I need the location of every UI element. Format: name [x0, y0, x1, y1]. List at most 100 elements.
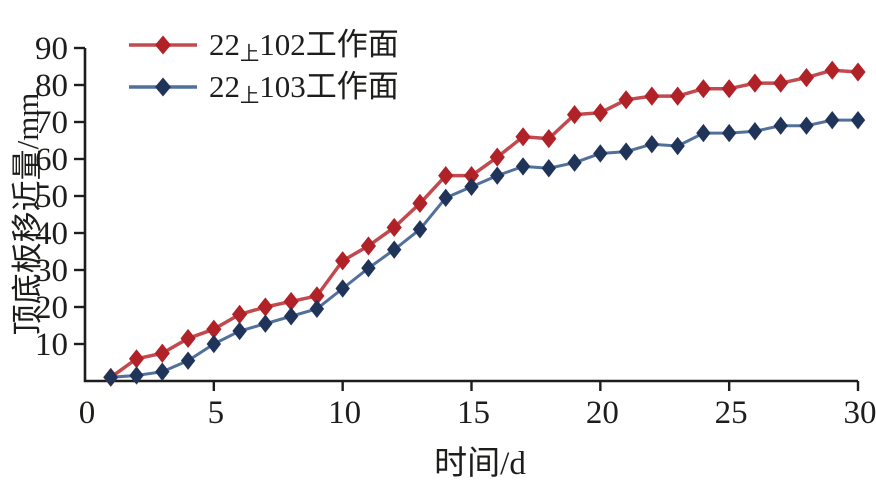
data-point-marker [644, 86, 660, 106]
data-point-marker [180, 351, 196, 370]
data-point-marker [670, 136, 685, 156]
y-tick-label: 70 [35, 105, 68, 141]
data-point-marker [232, 304, 248, 324]
x-tick-label: 0 [79, 395, 96, 431]
data-point-marker [232, 321, 247, 341]
data-point-marker [721, 123, 737, 143]
legend-label-base: 22 [209, 69, 240, 104]
data-point-marker [309, 286, 325, 306]
legend-label-subscript: 上 [240, 85, 260, 107]
series-line [109, 68, 859, 379]
data-point-marker [644, 135, 660, 154]
x-tick-label: 5 [208, 395, 225, 431]
data-point-marker [360, 236, 377, 256]
legend-item-face-102: 22上102工作面 [127, 24, 399, 65]
data-point-marker [129, 366, 144, 385]
legend-label-base: 22 [209, 27, 240, 62]
y-tick-label: 40 [35, 216, 68, 252]
y-axis-title: 顶底板移近量/mm [10, 92, 45, 336]
data-point-marker [438, 188, 453, 208]
x-axis-ticks: 0 5 10 15 20 25 30 [79, 381, 876, 431]
data-point-marker [799, 116, 814, 135]
data-point-marker [515, 157, 531, 176]
data-point-marker [361, 258, 376, 278]
data-point-marker [463, 166, 480, 186]
data-point-marker [335, 279, 350, 298]
data-point-marker [180, 328, 196, 349]
x-tick-label: 15 [457, 395, 490, 431]
data-point-marker [825, 110, 840, 130]
data-point-marker [489, 147, 505, 167]
data-point-marker [283, 307, 299, 326]
y-tick-label: 90 [35, 31, 68, 67]
data-point-marker [206, 334, 222, 354]
legend-marker-face-102 [129, 35, 197, 54]
y-tick-label: 50 [35, 179, 68, 215]
data-point-marker [593, 144, 608, 163]
legend-label-face-102: 22上102工作面 [209, 24, 399, 65]
data-point-marker [670, 86, 686, 106]
data-point-marker [128, 349, 145, 369]
data-point-marker [618, 90, 634, 110]
x-tick-label: 25 [715, 395, 748, 431]
data-point-marker [412, 193, 428, 213]
series-face-103 [103, 110, 866, 387]
legend-label-subscript: 上 [240, 43, 260, 65]
legend-diamond-icon [155, 77, 171, 96]
data-point-marker [103, 368, 118, 387]
data-point-marker [850, 110, 866, 130]
data-point-marker [309, 299, 325, 319]
series-face-102 [103, 60, 866, 387]
legend-label-face-103: 22上103工作面 [209, 66, 399, 107]
data-point-marker [541, 159, 556, 178]
legend-diamond-icon [155, 35, 171, 54]
data-point-marker [206, 319, 222, 339]
y-tick-label: 10 [35, 327, 68, 363]
data-point-marker [696, 123, 711, 143]
data-point-marker [695, 79, 711, 99]
data-point-marker [257, 297, 273, 317]
data-point-marker [386, 217, 402, 238]
legend-label-rest: 102工作面 [259, 27, 399, 62]
data-point-marker [258, 314, 273, 333]
data-point-marker [515, 127, 531, 147]
series-line [110, 118, 858, 379]
data-point-marker [824, 60, 840, 80]
chart-legend: 22上102工作面 22上103工作面 [127, 24, 399, 107]
data-point-marker [721, 79, 737, 99]
x-tick-label: 30 [844, 395, 876, 431]
data-point-marker [747, 122, 763, 141]
legend-marker-face-103 [129, 77, 197, 96]
data-point-marker [412, 220, 428, 239]
data-point-marker [747, 73, 763, 93]
data-point-marker [154, 343, 170, 363]
y-tick-label: 20 [35, 290, 68, 326]
data-point-marker [438, 166, 454, 186]
data-point-marker [490, 166, 505, 185]
data-point-marker [773, 73, 789, 93]
data-point-marker [773, 116, 788, 135]
data-point-marker [798, 68, 815, 88]
data-point-marker [155, 362, 170, 381]
x-tick-label: 20 [586, 395, 619, 431]
legend-item-face-103: 22上103工作面 [127, 66, 399, 107]
data-point-marker [566, 105, 583, 125]
data-point-marker [464, 177, 479, 196]
x-tick-label: 10 [328, 395, 361, 431]
y-tick-label: 60 [35, 142, 68, 178]
data-point-marker [850, 62, 866, 82]
data-point-marker [387, 240, 402, 259]
data-point-marker [335, 251, 351, 271]
data-point-marker [567, 153, 582, 172]
data-point-marker [541, 129, 557, 149]
data-point-marker [618, 142, 634, 161]
y-tick-label: 30 [35, 253, 68, 289]
x-axis-title: 时间/d [434, 446, 526, 482]
y-tick-label: 80 [35, 68, 68, 104]
legend-label-rest: 103工作面 [259, 69, 399, 104]
data-point-marker [283, 291, 299, 312]
data-point-marker [592, 103, 608, 123]
